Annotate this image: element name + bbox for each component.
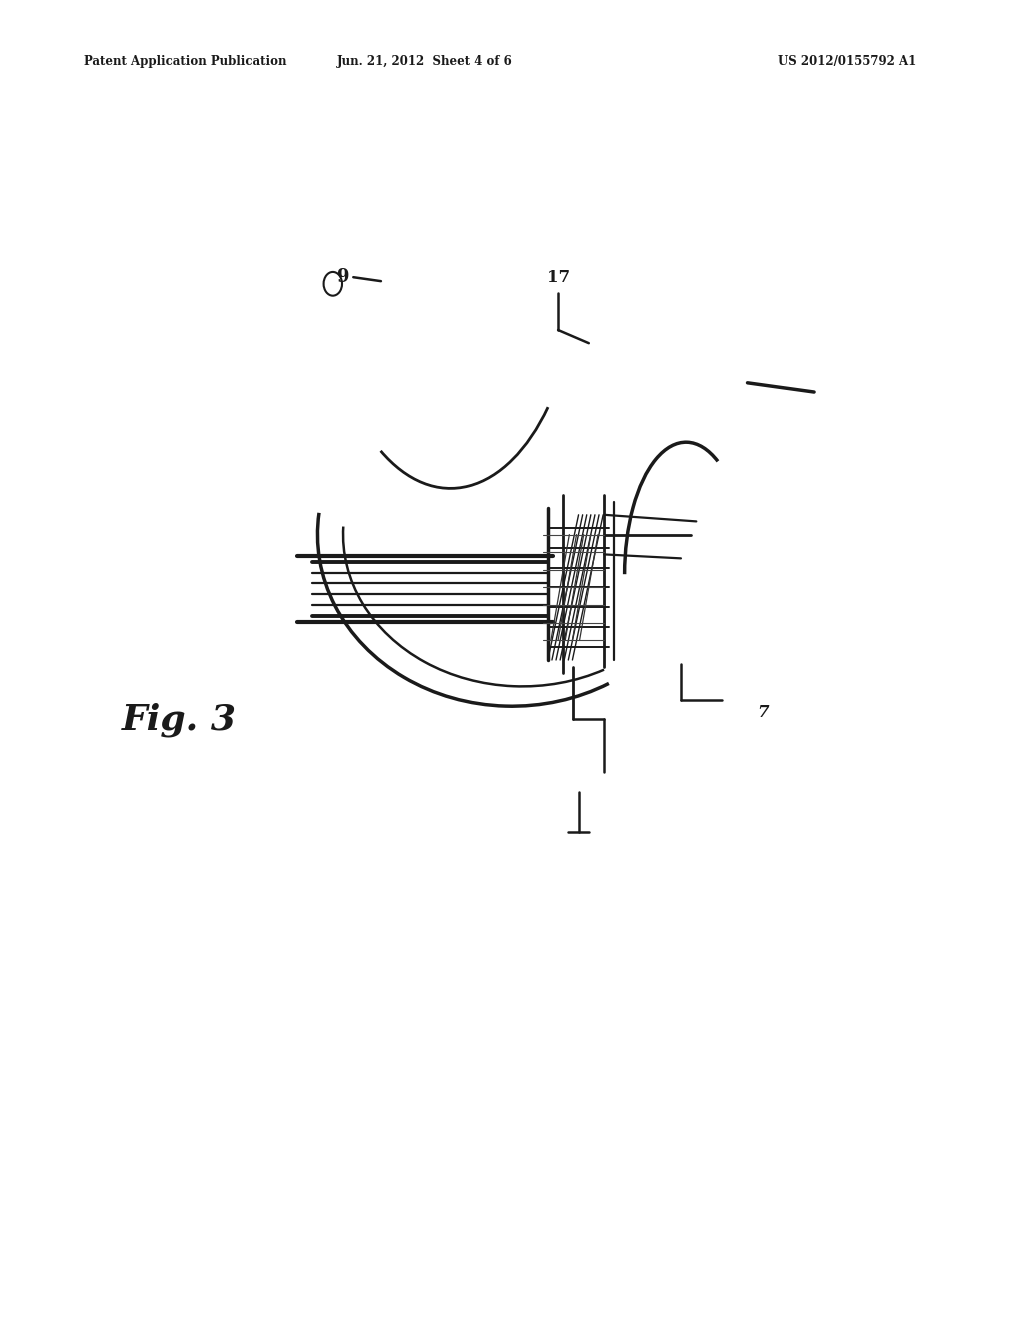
Text: Fig. 3: Fig. 3 <box>122 702 237 737</box>
Text: 9: 9 <box>337 268 349 286</box>
Text: 7: 7 <box>757 705 769 721</box>
Text: US 2012/0155792 A1: US 2012/0155792 A1 <box>778 55 916 69</box>
Text: 17: 17 <box>547 269 569 285</box>
Text: Jun. 21, 2012  Sheet 4 of 6: Jun. 21, 2012 Sheet 4 of 6 <box>337 55 513 69</box>
Text: Patent Application Publication: Patent Application Publication <box>84 55 287 69</box>
